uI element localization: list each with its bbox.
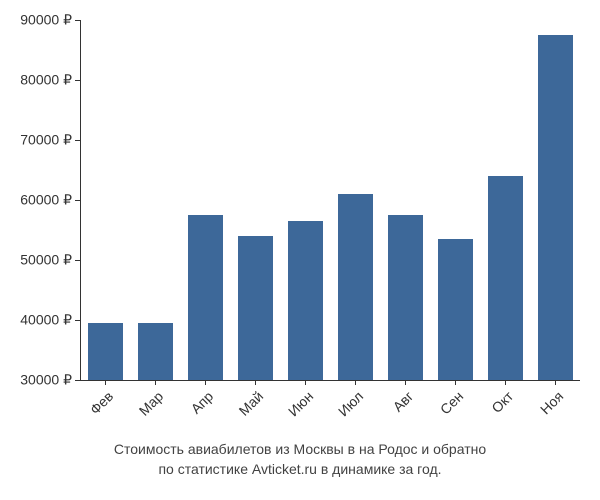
x-tick-label: Авг <box>390 388 417 415</box>
x-tick-label: Фев <box>87 388 117 418</box>
bar <box>338 194 373 380</box>
y-tick-label: 60000 ₽ <box>20 192 72 209</box>
y-tick-label: 50000 ₽ <box>20 252 72 269</box>
bar <box>138 323 173 380</box>
bar <box>88 323 123 380</box>
bar <box>288 221 323 380</box>
y-tick-label: 40000 ₽ <box>20 312 72 329</box>
chart-container: 30000 ₽40000 ₽50000 ₽60000 ₽70000 ₽80000… <box>80 20 580 380</box>
y-tick-label: 30000 ₽ <box>20 372 72 389</box>
x-tick-mark <box>255 380 256 385</box>
bar <box>538 35 573 380</box>
caption-line-1: Стоимость авиабилетов из Москвы в на Род… <box>0 440 600 460</box>
x-tick-label: Июл <box>335 388 366 419</box>
y-tick-label: 70000 ₽ <box>20 132 72 149</box>
x-tick-mark <box>155 380 156 385</box>
y-tick-label: 80000 ₽ <box>20 72 72 89</box>
caption-line-2: по статистике Avticket.ru в динамике за … <box>0 460 600 480</box>
y-axis: 30000 ₽40000 ₽50000 ₽60000 ₽70000 ₽80000… <box>10 20 80 380</box>
x-tick-label: Мар <box>136 388 167 419</box>
bar <box>438 239 473 380</box>
bar <box>238 236 273 380</box>
bar <box>188 215 223 380</box>
x-tick-label: Окт <box>488 388 516 416</box>
x-tick-mark <box>355 380 356 385</box>
x-axis: Фев Мар Апр Май Июн Июл Авг Сен Окт Ноя <box>80 380 580 440</box>
x-tick-label: Апр <box>188 388 217 417</box>
x-tick-label: Май <box>236 388 267 419</box>
x-tick-mark <box>205 380 206 385</box>
x-tick-label: Ноя <box>537 388 566 417</box>
x-tick-mark <box>405 380 406 385</box>
bar <box>488 176 523 380</box>
x-tick-mark <box>455 380 456 385</box>
bars-group <box>80 20 580 380</box>
x-tick-label: Июн <box>285 388 316 419</box>
x-tick-mark <box>305 380 306 385</box>
x-tick-mark <box>505 380 506 385</box>
chart-caption: Стоимость авиабилетов из Москвы в на Род… <box>0 440 600 479</box>
x-tick-mark <box>105 380 106 385</box>
x-tick-label: Сен <box>437 388 466 417</box>
y-tick-label: 90000 ₽ <box>20 12 72 29</box>
x-tick-mark <box>555 380 556 385</box>
bar <box>388 215 423 380</box>
